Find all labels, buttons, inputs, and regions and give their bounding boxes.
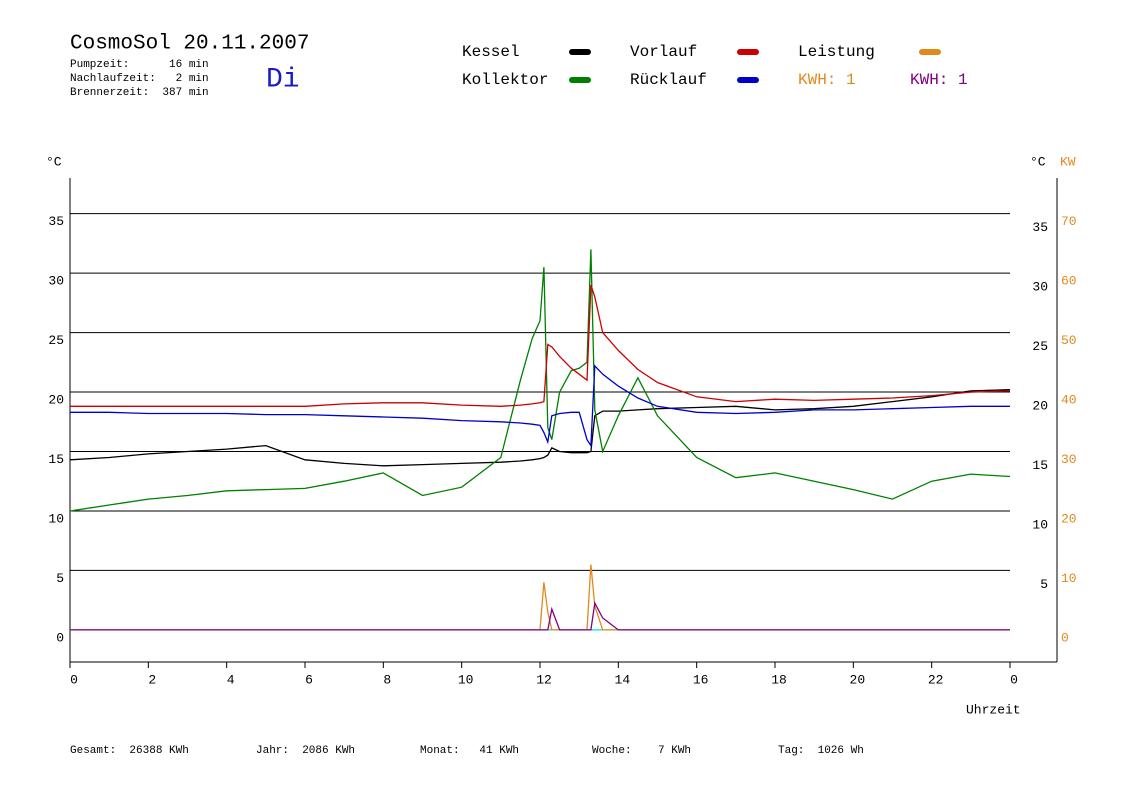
series-line — [69, 389, 1011, 467]
footer-stat: Gesamt: 26388 KWh — [70, 745, 189, 757]
y2-tick-label: 20 — [1061, 511, 1077, 526]
y2-tick-label: 60 — [1061, 274, 1077, 289]
y2-tick-label: 70 — [1061, 214, 1077, 229]
x-tick-label: 8 — [383, 672, 391, 687]
y-right-tick-label: 20 — [1032, 398, 1048, 413]
footer-stat: Monat: 41 KWh — [420, 745, 519, 757]
y2-tick-label: 0 — [1061, 630, 1069, 645]
series-line — [70, 364, 1010, 448]
y2-tick-label: 30 — [1061, 452, 1077, 467]
series-line — [70, 284, 1011, 407]
y2-tick-label: 40 — [1061, 392, 1077, 407]
x-tick-label: 18 — [771, 672, 787, 687]
y-tick-label: 20 — [48, 392, 64, 407]
y-right-tick-label: 10 — [1032, 517, 1048, 532]
y-tick-label: 30 — [48, 274, 64, 289]
y-right-tick-label: 25 — [1032, 339, 1048, 354]
series-line — [70, 564, 1010, 631]
footer-stat: Woche: 7 KWh — [592, 745, 691, 757]
y2-tick-label: 50 — [1061, 333, 1077, 348]
legend-label: Leistung — [798, 43, 875, 61]
x-tick-label: 6 — [305, 672, 313, 687]
y-tick-label: 25 — [48, 333, 64, 348]
y-right-tick-label: 5 — [1040, 577, 1048, 592]
info-line: Brennerzeit: 387 min — [70, 87, 209, 99]
y-right-tick-label: 15 — [1032, 458, 1048, 473]
y-tick-label: 10 — [48, 511, 64, 526]
legend-label: Kollektor — [462, 71, 548, 89]
y-tick-label: 35 — [48, 214, 64, 229]
y-tick-label: 5 — [56, 571, 64, 586]
chart-title: CosmoSol 20.11.2007 — [70, 33, 309, 56]
weekday: Di — [266, 64, 300, 95]
info-line: Nachlaufzeit: 2 min — [70, 73, 209, 85]
footer-stat: Jahr: 2086 KWh — [256, 745, 355, 757]
x-tick-label: 16 — [693, 672, 709, 687]
legend-label: Rücklauf — [630, 71, 707, 89]
x-tick-label: 0 — [1010, 672, 1018, 687]
info-line: Pumpzeit: 16 min — [70, 59, 209, 71]
y-right-label: °C — [1030, 154, 1046, 169]
x-tick-label: 12 — [536, 672, 552, 687]
x-tick-label: 2 — [148, 672, 156, 687]
legend-label: KWH: 1 — [910, 71, 968, 89]
series-line — [69, 249, 1011, 512]
y-tick-label: 0 — [56, 630, 64, 645]
x-tick-label: 4 — [227, 672, 235, 687]
x-tick-label: 10 — [458, 672, 474, 687]
x-tick-label: 20 — [850, 672, 866, 687]
series-line — [70, 601, 1010, 631]
x-tick-label: 14 — [615, 672, 631, 687]
x-tick-label: 0 — [70, 672, 78, 687]
y2-axis-label: KW — [1060, 154, 1076, 169]
y-right-tick-label: 35 — [1032, 220, 1048, 235]
legend-label: Vorlauf — [630, 43, 697, 61]
annotation: KWH: 1 — [798, 71, 856, 89]
y-axis-label: °C — [46, 154, 62, 169]
footer-stat: Tag: 1026 Wh — [778, 745, 864, 757]
x-axis-label: Uhrzeit — [966, 702, 1021, 717]
y-right-tick-label: 30 — [1032, 280, 1048, 295]
y2-tick-label: 10 — [1061, 571, 1077, 586]
x-tick-label: 22 — [928, 672, 944, 687]
y-tick-label: 15 — [48, 452, 64, 467]
legend-label: Kessel — [462, 43, 520, 61]
